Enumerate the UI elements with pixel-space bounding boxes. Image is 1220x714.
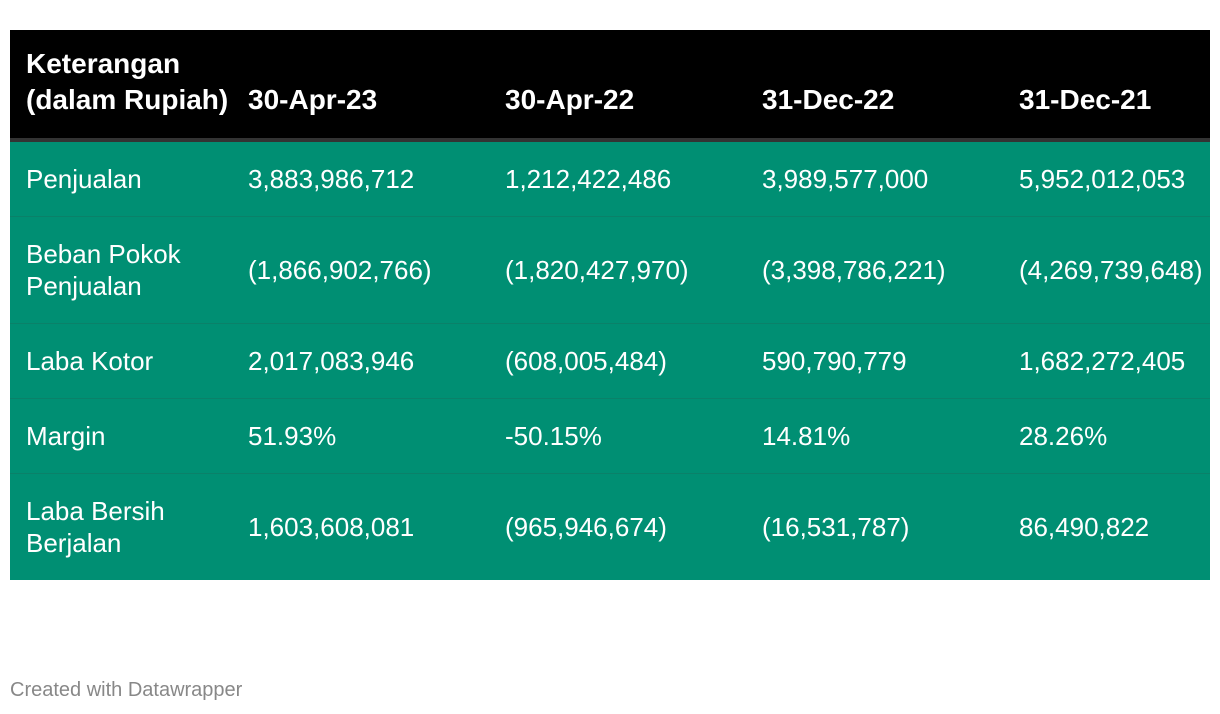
table-header-row: Keterangan (dalam Rupiah) 30-Apr-23 30-A… bbox=[10, 30, 1210, 142]
table-cell: 5,952,012,053 bbox=[1003, 140, 1210, 217]
table-cell: (965,946,674) bbox=[489, 473, 746, 580]
table-cell: 86,490,822 bbox=[1003, 473, 1210, 580]
table-cell: (16,531,787) bbox=[746, 473, 1003, 580]
table-cell: 28.26% bbox=[1003, 398, 1210, 474]
table-cell: 1,212,422,486 bbox=[489, 140, 746, 217]
table-row-margin: Margin 51.93% -50.15% 14.81% 28.26% bbox=[10, 398, 1210, 474]
table-cell: (1,820,427,970) bbox=[489, 216, 746, 324]
table-cell: (3,398,786,221) bbox=[746, 216, 1003, 324]
column-header-30-apr-23: 30-Apr-23 bbox=[232, 30, 489, 142]
table-cell: 51.93% bbox=[232, 398, 489, 474]
row-label: Penjualan bbox=[10, 140, 232, 217]
table-cell: 590,790,779 bbox=[746, 323, 1003, 399]
table-cell: 14.81% bbox=[746, 398, 1003, 474]
datawrapper-credit: Created with Datawrapper bbox=[10, 679, 243, 701]
row-label: Beban Pokok Penjualan bbox=[10, 216, 232, 324]
table-row-laba-kotor: Laba Kotor 2,017,083,946 (608,005,484) 5… bbox=[10, 323, 1210, 399]
table-cell: (608,005,484) bbox=[489, 323, 746, 399]
table-row-laba-bersih-berjalan: Laba Bersih Berjalan 1,603,608,081 (965,… bbox=[10, 473, 1210, 580]
column-header-31-dec-21: 31-Dec-21 bbox=[1003, 30, 1210, 142]
table-row-penjualan: Penjualan 3,883,986,712 1,212,422,486 3,… bbox=[10, 140, 1210, 217]
data-table-container: Keterangan (dalam Rupiah) 30-Apr-23 30-A… bbox=[10, 30, 1210, 580]
table-cell: 3,883,986,712 bbox=[232, 140, 489, 217]
column-header-31-dec-22: 31-Dec-22 bbox=[746, 30, 1003, 142]
table-cell: 1,603,608,081 bbox=[232, 473, 489, 580]
data-table: Keterangan (dalam Rupiah) 30-Apr-23 30-A… bbox=[10, 30, 1210, 580]
table-cell: 2,017,083,946 bbox=[232, 323, 489, 399]
table-cell: (4,269,739,648) bbox=[1003, 216, 1210, 324]
table-row-beban-pokok-penjualan: Beban Pokok Penjualan (1,866,902,766) (1… bbox=[10, 216, 1210, 324]
table-cell: 3,989,577,000 bbox=[746, 140, 1003, 217]
column-header-keterangan: Keterangan (dalam Rupiah) bbox=[10, 30, 232, 142]
column-header-30-apr-22: 30-Apr-22 bbox=[489, 30, 746, 142]
table-cell: (1,866,902,766) bbox=[232, 216, 489, 324]
table-cell: 1,682,272,405 bbox=[1003, 323, 1210, 399]
row-label: Laba Bersih Berjalan bbox=[10, 473, 232, 580]
row-label: Laba Kotor bbox=[10, 323, 232, 399]
table-cell: -50.15% bbox=[489, 398, 746, 474]
row-label: Margin bbox=[10, 398, 232, 474]
